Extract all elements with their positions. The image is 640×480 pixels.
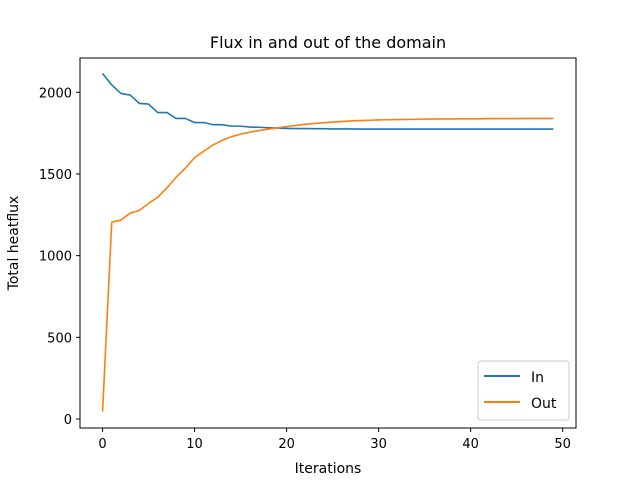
y-tick-label: 1500 bbox=[39, 168, 72, 183]
x-axis-label: Iterations bbox=[295, 461, 362, 477]
x-axis-ticks: 0 10 20 30 40 50 bbox=[98, 428, 571, 452]
x-tick-label: 10 bbox=[186, 437, 203, 452]
plot-lines bbox=[101, 73, 554, 412]
x-tick-label: 20 bbox=[278, 437, 295, 452]
y-axis-ticks: 0 500 1000 1500 2000 bbox=[39, 86, 80, 428]
y-tick-label: 2000 bbox=[39, 86, 72, 101]
chart-title: Flux in and out of the domain bbox=[210, 33, 446, 52]
y-tick-label: 500 bbox=[47, 331, 72, 346]
series-line-in bbox=[101, 73, 554, 130]
x-tick-label: 0 bbox=[98, 437, 106, 452]
series-line-out bbox=[101, 117, 554, 412]
x-tick-label: 50 bbox=[554, 437, 571, 452]
x-tick-label: 40 bbox=[462, 437, 479, 452]
y-axis-label: Total heatflux bbox=[6, 196, 22, 292]
y-tick-label: 0 bbox=[64, 413, 72, 428]
legend-label-in: In bbox=[531, 370, 544, 386]
x-tick-label: 30 bbox=[370, 437, 387, 452]
plot-frame bbox=[79, 57, 577, 429]
legend-label-out: Out bbox=[531, 396, 557, 412]
legend: In Out bbox=[477, 360, 570, 421]
y-tick-label: 1000 bbox=[39, 250, 72, 265]
